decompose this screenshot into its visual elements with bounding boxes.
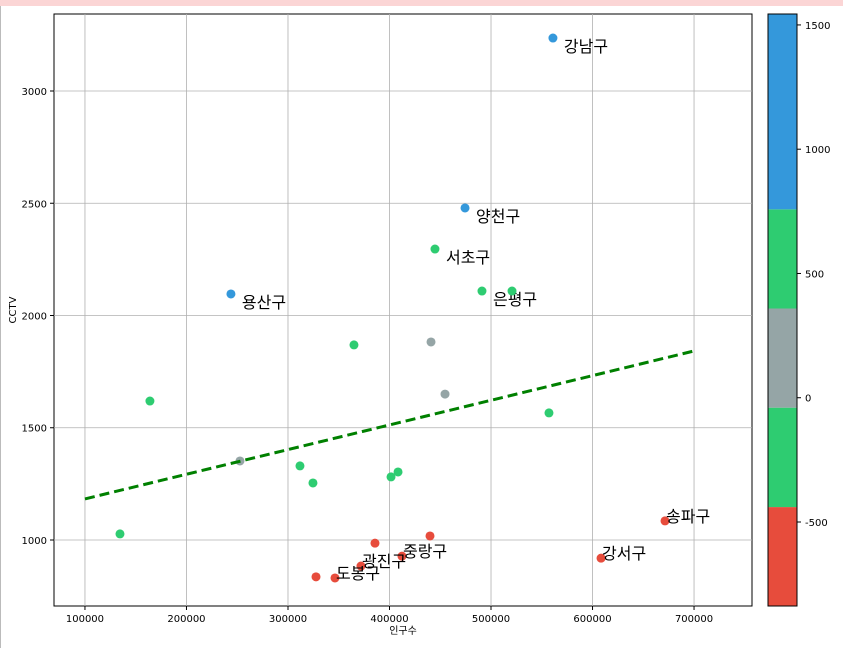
point bbox=[370, 538, 380, 548]
point bbox=[426, 337, 436, 347]
point-label: 양천구 bbox=[476, 207, 520, 226]
point-label: 광진구 bbox=[362, 552, 406, 571]
point bbox=[460, 203, 470, 213]
point bbox=[308, 478, 318, 488]
x-tick-label: 400000 bbox=[370, 614, 408, 625]
colorbar-segment bbox=[768, 507, 797, 606]
x-tick-label: 100000 bbox=[66, 614, 104, 625]
point bbox=[295, 461, 305, 471]
y-tick-label: 2000 bbox=[22, 312, 47, 323]
point-label: 도봉구 bbox=[336, 564, 380, 583]
colorbar-tick-label: 1000 bbox=[805, 145, 830, 156]
point bbox=[386, 472, 396, 482]
point-label: 서초구 bbox=[446, 248, 490, 267]
point bbox=[430, 244, 440, 254]
colorbar-segment bbox=[768, 209, 797, 309]
point-label: 은평구 bbox=[493, 290, 537, 309]
point bbox=[440, 389, 450, 399]
point bbox=[226, 289, 236, 299]
colorbar-frame bbox=[767, 13, 798, 607]
point bbox=[115, 529, 125, 539]
colorbar-tick-label: -500 bbox=[805, 518, 828, 529]
y-axis-label: CCTV bbox=[8, 296, 19, 323]
x-tick-label: 600000 bbox=[573, 614, 611, 625]
point bbox=[544, 408, 554, 418]
x-tick-label: 700000 bbox=[675, 614, 713, 625]
colorbar-segment bbox=[768, 308, 797, 408]
point bbox=[548, 33, 558, 43]
x-tick-label: 500000 bbox=[472, 614, 510, 625]
x-tick-label: 300000 bbox=[269, 614, 307, 625]
point bbox=[425, 531, 435, 541]
point-label: 용산구 bbox=[242, 293, 286, 312]
point bbox=[477, 286, 487, 296]
point bbox=[356, 561, 366, 571]
y-tick-label: 3000 bbox=[22, 87, 47, 98]
point-label: 강서구 bbox=[602, 544, 646, 563]
colorbar-tick-label: 0 bbox=[805, 394, 811, 405]
x-tick-label: 200000 bbox=[167, 614, 205, 625]
point bbox=[397, 551, 407, 561]
point bbox=[349, 340, 359, 350]
point-label: 강남구 bbox=[564, 37, 608, 56]
point bbox=[507, 286, 517, 296]
colorbar-tick-label: 1500 bbox=[805, 21, 830, 32]
point bbox=[330, 573, 340, 583]
plot-frame bbox=[53, 13, 753, 607]
point bbox=[145, 396, 155, 406]
top-strip bbox=[0, 0, 843, 6]
x-axis-label: 인구수 bbox=[389, 625, 417, 637]
colorbar-segment bbox=[768, 407, 797, 508]
point bbox=[393, 467, 403, 477]
colorbar-tick-label: 500 bbox=[805, 269, 824, 280]
colorbar-segment bbox=[768, 14, 797, 210]
point-label: 송파구 bbox=[666, 507, 710, 526]
point bbox=[311, 572, 321, 582]
y-tick-label: 1500 bbox=[22, 424, 47, 435]
point bbox=[660, 516, 670, 526]
point bbox=[596, 553, 606, 563]
point-label: 중랑구 bbox=[403, 542, 447, 561]
y-tick-label: 1000 bbox=[22, 536, 47, 547]
y-tick-label: 2500 bbox=[22, 199, 47, 210]
